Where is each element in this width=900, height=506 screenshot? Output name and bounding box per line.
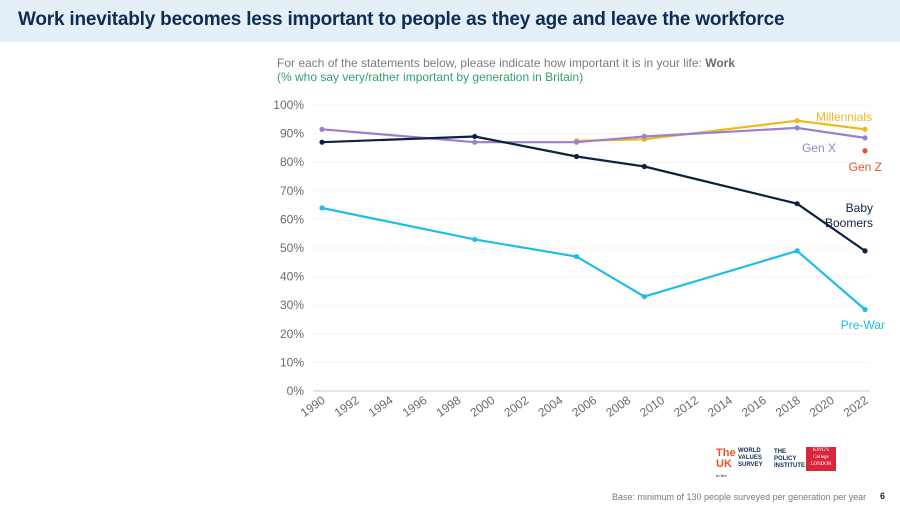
kcl-line: KING'S [812, 448, 830, 453]
series-label-line: Boomers [825, 216, 873, 230]
series-label-line: Baby [846, 201, 873, 215]
x-tick-label: 2010 [637, 393, 667, 420]
footer-note: Base: minimum of 130 people surveyed per… [612, 492, 867, 502]
data-point [472, 139, 478, 145]
y-tick-label: 40% [280, 270, 304, 284]
data-point [641, 133, 648, 140]
subtitle-prefix: For each of the statements below, please… [277, 56, 706, 70]
data-point [319, 139, 325, 145]
subtitle-bold: Work [705, 56, 736, 70]
data-point [862, 248, 868, 254]
series-label: Gen Z [849, 160, 882, 174]
data-point [472, 133, 478, 140]
y-tick-label: 0% [287, 384, 305, 398]
tpi-line: THE [774, 449, 786, 455]
header-bar: Work inevitably becomes less important t… [0, 0, 900, 42]
x-tick-label: 2020 [807, 393, 837, 420]
series-line [321, 126, 866, 144]
wvs-logo: WORLD VALUES SURVEY [738, 448, 763, 469]
data-point [641, 163, 648, 170]
tpi-line: INSTITUTE [774, 463, 805, 469]
x-tick-label: 2002 [501, 393, 531, 420]
series-line [321, 206, 866, 311]
x-tick-label: 2000 [468, 393, 498, 420]
series-label: Gen X [802, 141, 836, 155]
data-point [319, 126, 325, 132]
x-tick-label: 2012 [671, 393, 701, 420]
data-point [862, 148, 868, 154]
series-label-line: Pre-War [841, 318, 885, 332]
x-tick-label: 2016 [739, 393, 769, 420]
x-tick-label: 2008 [603, 393, 633, 420]
y-tick-label: 100% [273, 98, 304, 112]
data-point [641, 294, 648, 300]
y-tick-label: 70% [280, 184, 304, 198]
policy-institute-logo: THE POLICY INSTITUTE [774, 449, 805, 470]
series-label-line: Millennials [816, 110, 872, 124]
uk-logo-small: in the [716, 473, 727, 478]
x-tick-label: 2018 [773, 393, 803, 420]
chart-subtitle: For each of the statements below, please… [277, 56, 735, 70]
series-label-line: Gen X [802, 141, 836, 155]
data-point [573, 253, 580, 260]
chart-subtitle-2: (% who say very/rather important by gene… [277, 70, 584, 84]
series-label: Baby Boomers [825, 201, 873, 230]
wvs-line: SURVEY [738, 462, 763, 468]
y-tick-label: 90% [280, 127, 304, 141]
tpi-line: POLICY [774, 456, 797, 462]
x-tick-label: 2022 [841, 393, 871, 420]
x-tick-label: 1998 [434, 393, 464, 420]
y-tick-label: 20% [280, 327, 304, 341]
y-tick-label: 30% [280, 298, 304, 312]
data-point [472, 236, 478, 243]
data-point [794, 125, 800, 131]
x-tick-label: 2014 [705, 393, 735, 420]
data-point [794, 118, 800, 124]
x-tick-label: 1994 [366, 393, 396, 420]
series-label: Pre-War [841, 318, 885, 332]
data-point [862, 135, 868, 141]
kcl-line: College [813, 455, 829, 460]
page-title: Work inevitably becomes less important t… [18, 9, 785, 30]
data-point [794, 248, 800, 254]
y-tick-label: 50% [280, 241, 304, 255]
kings-college-logo: KING'S College LONDON [806, 447, 836, 471]
series-line [321, 135, 866, 252]
uk-logo: The UK in the [716, 448, 736, 481]
wvs-line: VALUES [738, 455, 762, 461]
wvs-line: WORLD [738, 448, 761, 454]
data-point [862, 306, 868, 313]
page-number: 6 [880, 491, 886, 501]
uk-logo-text: The UK [716, 447, 736, 470]
kcl-line: LONDON [810, 462, 832, 467]
data-point [573, 139, 580, 145]
y-tick-label: 10% [280, 355, 304, 369]
data-point [794, 201, 800, 207]
y-tick-label: 80% [280, 155, 304, 169]
y-tick-label: 60% [280, 212, 304, 226]
data-point [319, 205, 325, 211]
x-tick-label: 2006 [569, 393, 599, 420]
x-tick-label: 1996 [400, 393, 430, 420]
x-tick-label: 2004 [535, 393, 565, 420]
data-point [862, 126, 868, 132]
data-point [573, 153, 580, 160]
series-label: Millennials [816, 110, 872, 124]
series-label-line: Gen Z [849, 160, 882, 174]
x-tick-label: 1992 [332, 393, 362, 420]
